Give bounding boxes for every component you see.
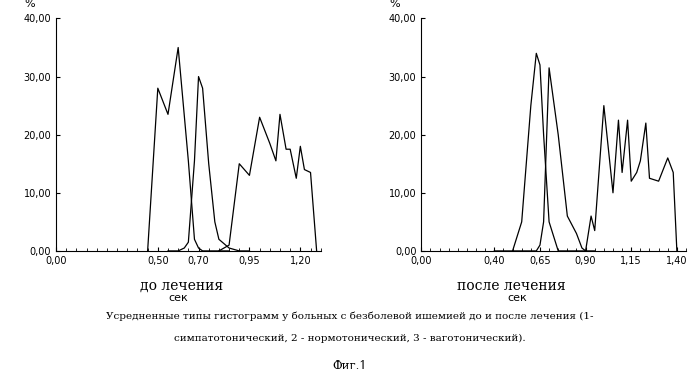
- Text: Усредненные типы гистограмм у больных с безболевой ишемией до и после лечения (1: Усредненные типы гистограмм у больных с …: [106, 312, 594, 321]
- Text: сек: сек: [168, 293, 188, 303]
- Text: после лечения: после лечения: [456, 279, 566, 293]
- Text: Фиг.1: Фиг.1: [332, 360, 368, 369]
- Text: сек: сек: [508, 293, 527, 303]
- Text: до лечения: до лечения: [141, 279, 223, 293]
- Text: %: %: [389, 0, 400, 9]
- Text: %: %: [25, 0, 35, 9]
- Text: симпатотонический, 2 - нормотонический, 3 - ваготонический).: симпатотонический, 2 - нормотонический, …: [174, 334, 526, 343]
